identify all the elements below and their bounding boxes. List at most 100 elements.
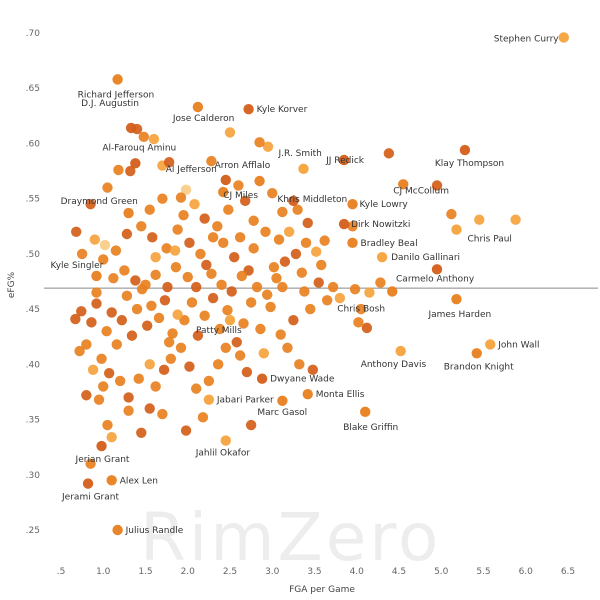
player-point xyxy=(271,272,282,284)
labeled-player-point xyxy=(387,286,398,297)
labeled-player-point xyxy=(91,270,102,282)
y-tick-label: .40 xyxy=(26,360,41,370)
player-point xyxy=(167,328,178,339)
player-point xyxy=(223,204,234,215)
labeled-player-point xyxy=(338,154,350,166)
x-tick-label: 6.5 xyxy=(561,567,575,577)
player-label: Jose Calderon xyxy=(172,114,235,124)
player-point xyxy=(206,155,217,167)
player-point xyxy=(288,314,299,326)
player-point xyxy=(347,221,358,232)
player-point xyxy=(175,192,187,203)
player-point xyxy=(231,337,242,348)
player-label: Alex Len xyxy=(120,476,158,486)
player-point xyxy=(294,359,305,370)
labeled-player-point xyxy=(431,264,443,275)
player-point xyxy=(248,215,259,226)
x-tick-label: 5.0 xyxy=(434,567,449,577)
player-point xyxy=(203,375,215,387)
player-point xyxy=(283,226,295,237)
player-point xyxy=(282,342,293,353)
player-point xyxy=(364,287,375,298)
player-label: Kyle Singler xyxy=(50,261,103,271)
player-point xyxy=(144,403,155,414)
player-point xyxy=(106,307,117,318)
y-tick-label: .45 xyxy=(26,305,40,315)
x-tick-label: 6.0 xyxy=(519,567,534,577)
player-point xyxy=(300,237,312,249)
labeled-player-point xyxy=(112,524,123,536)
player-point xyxy=(313,277,324,288)
player-label: Carmelo Anthony xyxy=(396,274,475,284)
player-point xyxy=(207,292,219,304)
player-point xyxy=(121,228,133,240)
player-point xyxy=(130,275,141,286)
x-tick-label: 1.0 xyxy=(96,567,111,577)
player-label: Bradley Beal xyxy=(361,239,418,249)
player-point xyxy=(192,330,204,341)
player-label: J.R. Smith xyxy=(278,149,322,159)
player-label: Jahlil Okafor xyxy=(195,449,251,459)
player-label: Marc Gasol xyxy=(257,408,307,418)
x-tick-label: 2.5 xyxy=(223,567,237,577)
player-label: Richard Jefferson xyxy=(78,90,155,100)
player-point xyxy=(195,248,206,260)
player-point xyxy=(136,427,147,439)
player-point xyxy=(76,306,87,317)
player-point xyxy=(103,367,115,379)
labeled-player-point xyxy=(96,440,107,452)
player-point xyxy=(98,254,109,265)
x-tick-label: 5.5 xyxy=(476,567,490,577)
player-point xyxy=(172,224,183,235)
player-label: Brandon Knight xyxy=(444,362,514,372)
player-label: Arron Afflalo xyxy=(215,161,271,171)
player-label: Kyle Korver xyxy=(257,105,308,115)
player-point xyxy=(245,297,257,308)
player-point xyxy=(191,383,202,394)
player-point xyxy=(102,182,113,193)
player-point xyxy=(277,206,288,218)
data-points xyxy=(70,32,569,536)
player-point xyxy=(148,133,160,145)
player-label: Chris Bosh xyxy=(337,304,385,314)
player-label: Stephen Curry xyxy=(494,34,560,44)
player-label: Dwyane Wade xyxy=(270,375,335,385)
labeled-player-point xyxy=(192,101,204,113)
player-point xyxy=(383,148,395,159)
player-point xyxy=(99,239,111,251)
player-point xyxy=(265,301,276,313)
player-point xyxy=(85,458,96,469)
player-label: Al Jefferson xyxy=(166,165,217,175)
x-tick-label: 1.5 xyxy=(138,567,152,577)
watermark: RimZero xyxy=(140,499,441,576)
labeled-player-point xyxy=(395,345,406,357)
player-label: Jabari Parker xyxy=(216,396,274,406)
player-point xyxy=(114,375,126,387)
player-point xyxy=(116,314,128,326)
player-label: Anthony Davis xyxy=(361,360,427,370)
player-point xyxy=(102,419,113,431)
labeled-player-point xyxy=(376,252,388,263)
y-tick-label: .30 xyxy=(26,471,41,481)
player-point xyxy=(126,330,138,341)
player-point xyxy=(296,267,308,278)
player-point xyxy=(355,303,367,315)
player-point xyxy=(172,309,183,320)
labeled-player-point xyxy=(347,237,358,249)
player-point xyxy=(106,432,117,443)
player-point xyxy=(138,131,150,143)
player-point xyxy=(161,243,172,254)
labeled-player-point xyxy=(298,163,309,175)
player-point xyxy=(279,256,291,267)
player-point xyxy=(474,214,485,225)
player-point xyxy=(201,259,212,271)
labeled-player-point xyxy=(451,293,462,305)
player-label: Monta Ellis xyxy=(316,390,365,400)
player-point xyxy=(96,353,107,365)
x-tick-label: 2.0 xyxy=(181,567,196,577)
y-axis-title: eFG% xyxy=(7,271,17,298)
player-point xyxy=(150,381,161,392)
y-tick-label: .35 xyxy=(26,416,40,426)
x-tick-label: 3.0 xyxy=(265,567,280,577)
